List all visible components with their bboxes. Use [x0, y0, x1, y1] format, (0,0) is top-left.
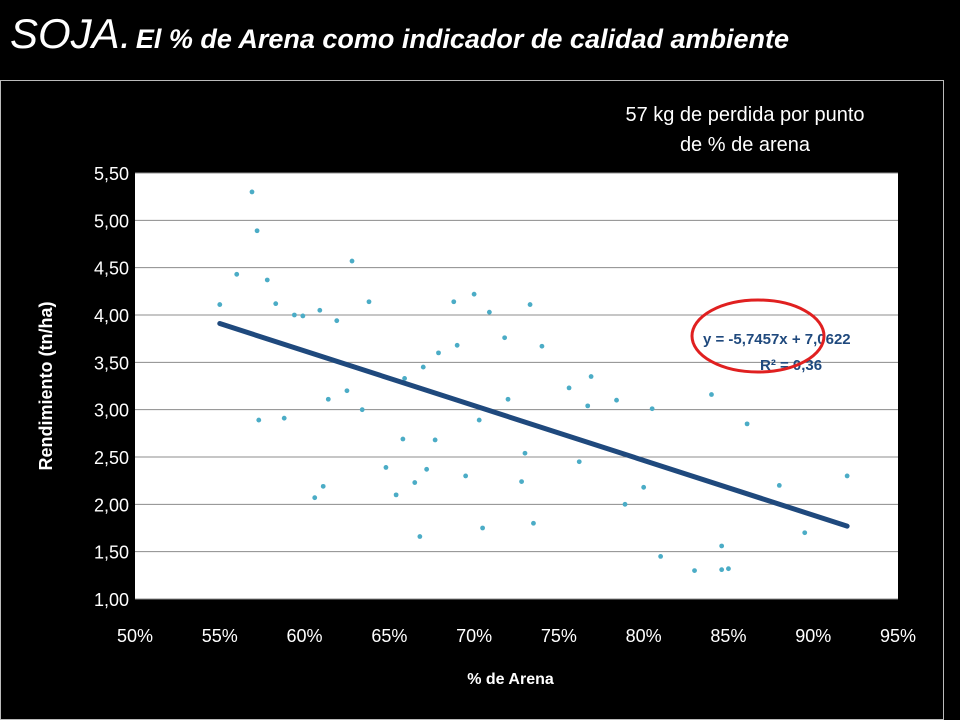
data-point [325, 396, 331, 402]
data-point [622, 501, 628, 507]
data-point [744, 421, 750, 427]
x-tick-label: 55% [202, 626, 238, 646]
x-tick-label: 70% [456, 626, 492, 646]
data-point [349, 258, 355, 264]
x-axis-title: % de Arena [467, 671, 554, 688]
x-tick-label: 50% [117, 626, 153, 646]
data-point [254, 228, 260, 234]
y-tick-label: 5,00 [94, 211, 129, 231]
annotation-line-1: 57 kg de perdida por punto [625, 104, 865, 126]
data-point [334, 318, 340, 324]
data-point [320, 483, 326, 489]
title-subtitle: El % de Arena como indicador de calidad … [135, 24, 789, 54]
y-tick-label: 4,50 [94, 259, 129, 279]
data-point [585, 403, 591, 409]
trendline-equation: y = -5,7457x + 7,0622 [703, 331, 851, 348]
data-point [463, 473, 469, 479]
data-point [719, 567, 725, 573]
data-point [432, 437, 438, 443]
data-point [256, 417, 262, 423]
data-point [366, 299, 372, 305]
data-point [505, 396, 511, 402]
data-point [281, 415, 287, 421]
data-point [802, 530, 808, 536]
data-point [844, 473, 850, 479]
x-tick-label: 95% [880, 626, 916, 646]
data-point [539, 343, 545, 349]
data-point [476, 417, 482, 423]
data-point [531, 520, 536, 526]
data-point [420, 364, 426, 370]
data-point [273, 301, 279, 307]
data-point [383, 465, 389, 470]
x-tick-label: 90% [795, 626, 831, 646]
data-point [649, 406, 655, 412]
data-point [454, 342, 460, 348]
data-point [658, 554, 664, 559]
data-point [527, 302, 533, 307]
data-point [614, 397, 619, 403]
x-tick-label: 65% [371, 626, 407, 646]
y-tick-label: 2,00 [94, 495, 129, 515]
plot-area [135, 173, 898, 599]
x-tick-label: 75% [541, 626, 577, 646]
data-point [344, 388, 350, 394]
data-point [519, 479, 524, 485]
y-tick-label: 1,00 [94, 590, 129, 610]
data-point [317, 307, 323, 313]
data-point [776, 483, 782, 488]
data-point [412, 480, 418, 485]
x-tick-label: 80% [626, 626, 662, 646]
y-tick-label: 1,50 [94, 543, 129, 563]
data-point [359, 407, 365, 413]
data-point [234, 271, 240, 277]
y-tick-label: 2,50 [94, 448, 129, 468]
data-point [402, 376, 407, 381]
loss-annotation: 57 kg de perdida por punto de % de arena [570, 100, 920, 160]
data-point [719, 543, 725, 549]
data-point [692, 568, 697, 573]
data-point [566, 385, 572, 391]
data-point [588, 374, 594, 379]
data-point [641, 484, 647, 490]
data-point [393, 492, 399, 498]
data-point [576, 459, 582, 465]
data-point [522, 450, 528, 456]
y-tick-label: 3,50 [94, 353, 129, 373]
y-tick-label: 3,00 [94, 401, 129, 421]
x-tick-label: 85% [710, 626, 746, 646]
data-point [417, 534, 423, 539]
data-point [480, 525, 485, 531]
data-point [400, 436, 406, 442]
y-tick-label: 5,50 [94, 164, 129, 184]
data-point [709, 392, 714, 397]
data-point [217, 302, 223, 307]
data-point [291, 312, 297, 318]
data-point [249, 189, 255, 195]
data-point [451, 299, 457, 305]
y-axis-title: Rendimiento (tn/ha) [36, 302, 56, 471]
x-tick-label: 60% [287, 626, 323, 646]
data-point [300, 313, 306, 319]
y-tick-label: 4,00 [94, 306, 129, 326]
trendline [217, 321, 850, 529]
data-point [436, 350, 441, 356]
data-point [312, 495, 318, 501]
data-point [471, 291, 477, 297]
data-point [424, 466, 430, 472]
annotation-line-2: de % de arena [679, 134, 811, 156]
data-point [726, 566, 731, 572]
equation-highlight-circle [690, 298, 826, 374]
data-point [264, 277, 270, 283]
slide-title: SOJA. El % de Arena como indicador de ca… [10, 10, 789, 58]
data-point [502, 335, 508, 341]
data-point [486, 309, 492, 315]
title-main: SOJA. [10, 10, 132, 57]
